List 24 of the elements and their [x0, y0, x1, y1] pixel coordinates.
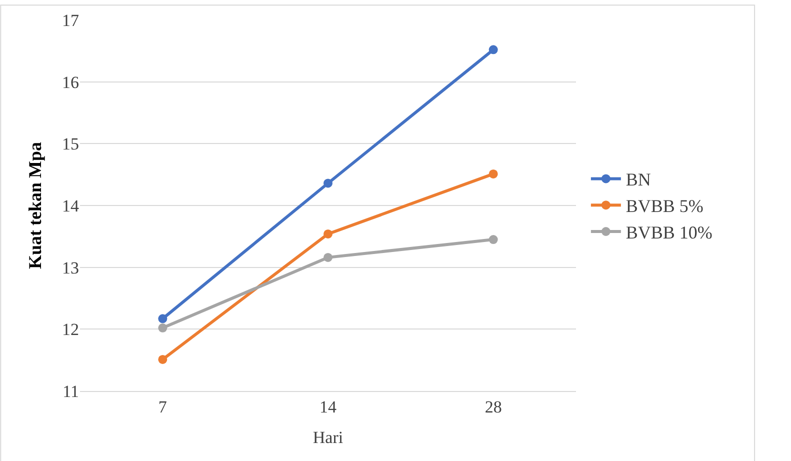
y-tick-label: 11 [62, 382, 79, 401]
point [324, 229, 332, 238]
point [488, 45, 498, 54]
y-tick-label: 12 [62, 320, 79, 340]
point [158, 314, 168, 324]
point [158, 354, 168, 364]
y-tick-label: 15 [62, 134, 79, 154]
x-tick-label: 7 [158, 397, 168, 416]
y-tick-label: 16 [62, 72, 79, 92]
x-axis-title: Hari [312, 428, 344, 447]
y-axis-title: Kuat tekan Mpa [25, 142, 46, 270]
point [488, 169, 498, 178]
x-tick-label: 14 [320, 397, 337, 416]
legend-label: BVBB 10% [626, 222, 712, 243]
legend-label: BVBB 5% [626, 196, 704, 216]
point [324, 252, 332, 262]
legend-label: BN [626, 170, 651, 190]
point [488, 235, 498, 244]
y-tick-label: 14 [62, 196, 80, 216]
point [324, 178, 332, 188]
point [158, 323, 168, 332]
y-tick-label: 13 [62, 258, 79, 278]
x-tick-label: 28 [484, 397, 502, 416]
y-tick-label: 17 [62, 10, 80, 30]
